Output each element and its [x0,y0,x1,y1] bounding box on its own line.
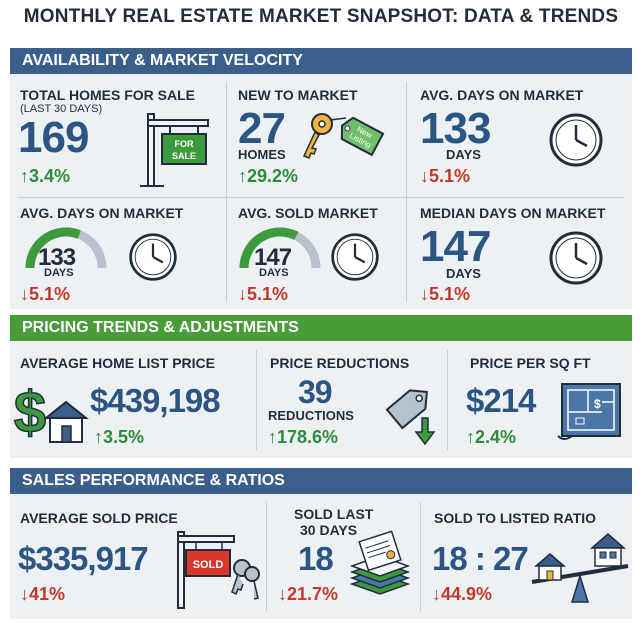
divider [406,82,407,302]
metric-value: $439,198 [90,382,221,419]
metric-change: ↑2.4% [466,427,517,447]
gauge-icon [25,227,107,269]
metric-value: 27 [238,104,286,153]
divider [447,350,448,450]
sign-text-sold: SOLD [193,559,224,571]
metric-change: ↑178.6% [268,427,339,447]
seesaw-houses-icon [531,533,629,603]
card-label: AVERAGE HOME LIST PRICE [20,355,215,371]
metric-value: 18 : 27 [432,540,529,577]
sign-text-for: FOR [175,139,194,149]
metric-change: ↓41% [20,584,66,604]
metric-unit: HOMES [238,147,286,162]
card-label: TOTAL HOMES FOR SALE [20,87,196,103]
card-label: SOLD TO LISTED RATIO [434,510,597,526]
metric-unit: DAYS [446,266,481,281]
metric-change: ↓21.7% [278,584,339,604]
metric-change: ↑3.5% [94,427,145,447]
card-label: PRICE PER SQ FT [470,355,591,371]
metric-value: 133 [420,104,491,153]
card-label: MEDIAN DAYS ON MARKET [420,205,606,221]
sold-sign-icon: SOLD [177,531,260,609]
metric-value: $335,917 [18,540,149,577]
metric-change: ↓5.1% [20,284,71,304]
key-with-tag-icon: New Listing [302,113,385,159]
svg-text:$: $ [594,397,601,411]
metric-value: $214 [466,382,536,419]
card-label: AVG. SOLD MARKET [238,205,378,221]
divider [18,197,624,198]
metric-change: ↑3.4% [20,166,71,186]
metric-unit: DAYS [259,267,289,279]
card-label: AVERAGE SOLD PRICE [20,510,178,526]
sign-text-sale: SALE [172,151,196,161]
gauge-icon [239,227,321,269]
document-stack-icon [349,530,411,595]
card-label: NEW TO MARKET [238,87,358,103]
gauge-fill [239,227,299,269]
metric-unit: DAYS [44,267,74,279]
card-sublabel: (LAST 30 DAYS) [20,103,103,115]
card-label: AVG. DAYS ON MARKET [20,205,184,221]
section-band-availability: AVAILABILITY & MARKET VELOCITY [10,48,632,74]
price-tag-down-icon [385,389,436,446]
metric-value: 169 [18,113,89,162]
divider [420,502,421,612]
divider [256,350,257,450]
svg-text:$: $ [14,380,46,445]
blueprint-icon: $ [557,383,621,440]
card-label: SOLD LAST [294,506,374,522]
clock-icon [331,233,379,281]
card-label: AVG. DAYS ON MARKET [420,87,584,103]
metric-unit: REDUCTIONS [268,408,354,423]
clock-icon [549,113,603,167]
metric-value: 39 [298,374,333,410]
card-label: PRICE REDUCTIONS [270,355,410,371]
metric-change: ↓5.1% [238,284,289,304]
clock-icon [129,233,177,281]
clock-icon [549,231,603,285]
page-title: MONTHLY REAL ESTATE MARKET SNAPSHOT: DAT… [23,6,619,27]
section-band-sales: SALES PERFORMANCE & RATIOS [10,468,632,494]
metric-change: ↑29.2% [238,166,299,186]
metric-change: ↓5.1% [420,284,471,304]
divider [226,82,227,302]
section-band-pricing: PRICING TRENDS & ADJUSTMENTS [10,315,632,341]
dollar-house-icon: $ [13,379,89,446]
card-label: 30 DAYS [300,522,358,538]
divider [266,502,267,612]
metric-value: 147 [254,244,292,271]
metric-unit: DAYS [446,147,481,162]
gauge-fill [25,227,81,269]
section-panel-sales [10,494,632,619]
metric-change: ↓5.1% [420,166,471,186]
metric-change: ↓44.9% [432,584,493,604]
section-panel-pricing [10,341,632,458]
metric-value: 18 [298,540,334,577]
metric-value: 147 [420,222,491,271]
for-sale-sign-icon: FOR SALE [140,113,209,187]
metric-value: 133 [38,244,76,271]
